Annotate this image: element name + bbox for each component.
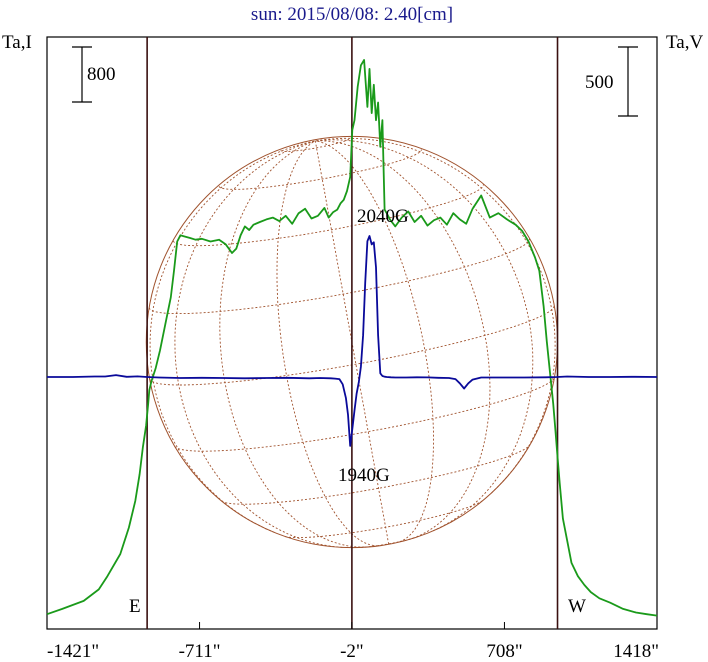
latitude-line xyxy=(149,305,555,386)
longitude-line xyxy=(315,140,491,541)
series-line-stokes-i xyxy=(46,59,658,617)
annotation-1940g: 1940G xyxy=(338,465,390,486)
latitude-line xyxy=(172,184,484,247)
annotation-2040g: 2040G xyxy=(357,206,409,227)
latitude-line xyxy=(280,137,352,152)
x-tick-label: -711" xyxy=(179,641,221,662)
series-line-stokes-v xyxy=(47,235,658,447)
x-axis-ticks: -1421" -711" -2" 708" 1418" xyxy=(46,622,659,662)
chart-title: sun: 2015/08/08: 2.40[cm] xyxy=(251,4,453,25)
left-scale-bar: 800 xyxy=(72,46,116,103)
limb-label-east: E xyxy=(129,596,141,617)
limb-label-west: W xyxy=(568,596,586,617)
latitude-line xyxy=(148,238,530,315)
left-scale-bar-label: 800 xyxy=(87,64,116,85)
longitude-line xyxy=(276,140,378,547)
x-tick-label: 708" xyxy=(486,641,522,662)
right-scale-bar-label: 500 xyxy=(585,72,614,93)
longitude-line xyxy=(149,140,316,533)
right-axis-label: Ta,V xyxy=(666,32,703,53)
x-tick-label: 1418" xyxy=(613,641,659,662)
right-scale-bar: 500 xyxy=(585,46,638,117)
x-tick-label: -2" xyxy=(340,641,364,662)
longitude-line xyxy=(219,140,369,548)
latitude-line xyxy=(221,444,531,505)
latitude-line xyxy=(284,500,484,539)
series-layer xyxy=(46,59,658,617)
x-tick-label: -1421" xyxy=(47,641,99,662)
longitude-line xyxy=(315,140,434,543)
longitude-line xyxy=(174,140,343,548)
longitude-line xyxy=(314,140,390,545)
latitude-line xyxy=(218,149,422,190)
latitude-line xyxy=(174,377,555,452)
left-axis-label: Ta,I xyxy=(2,32,32,53)
